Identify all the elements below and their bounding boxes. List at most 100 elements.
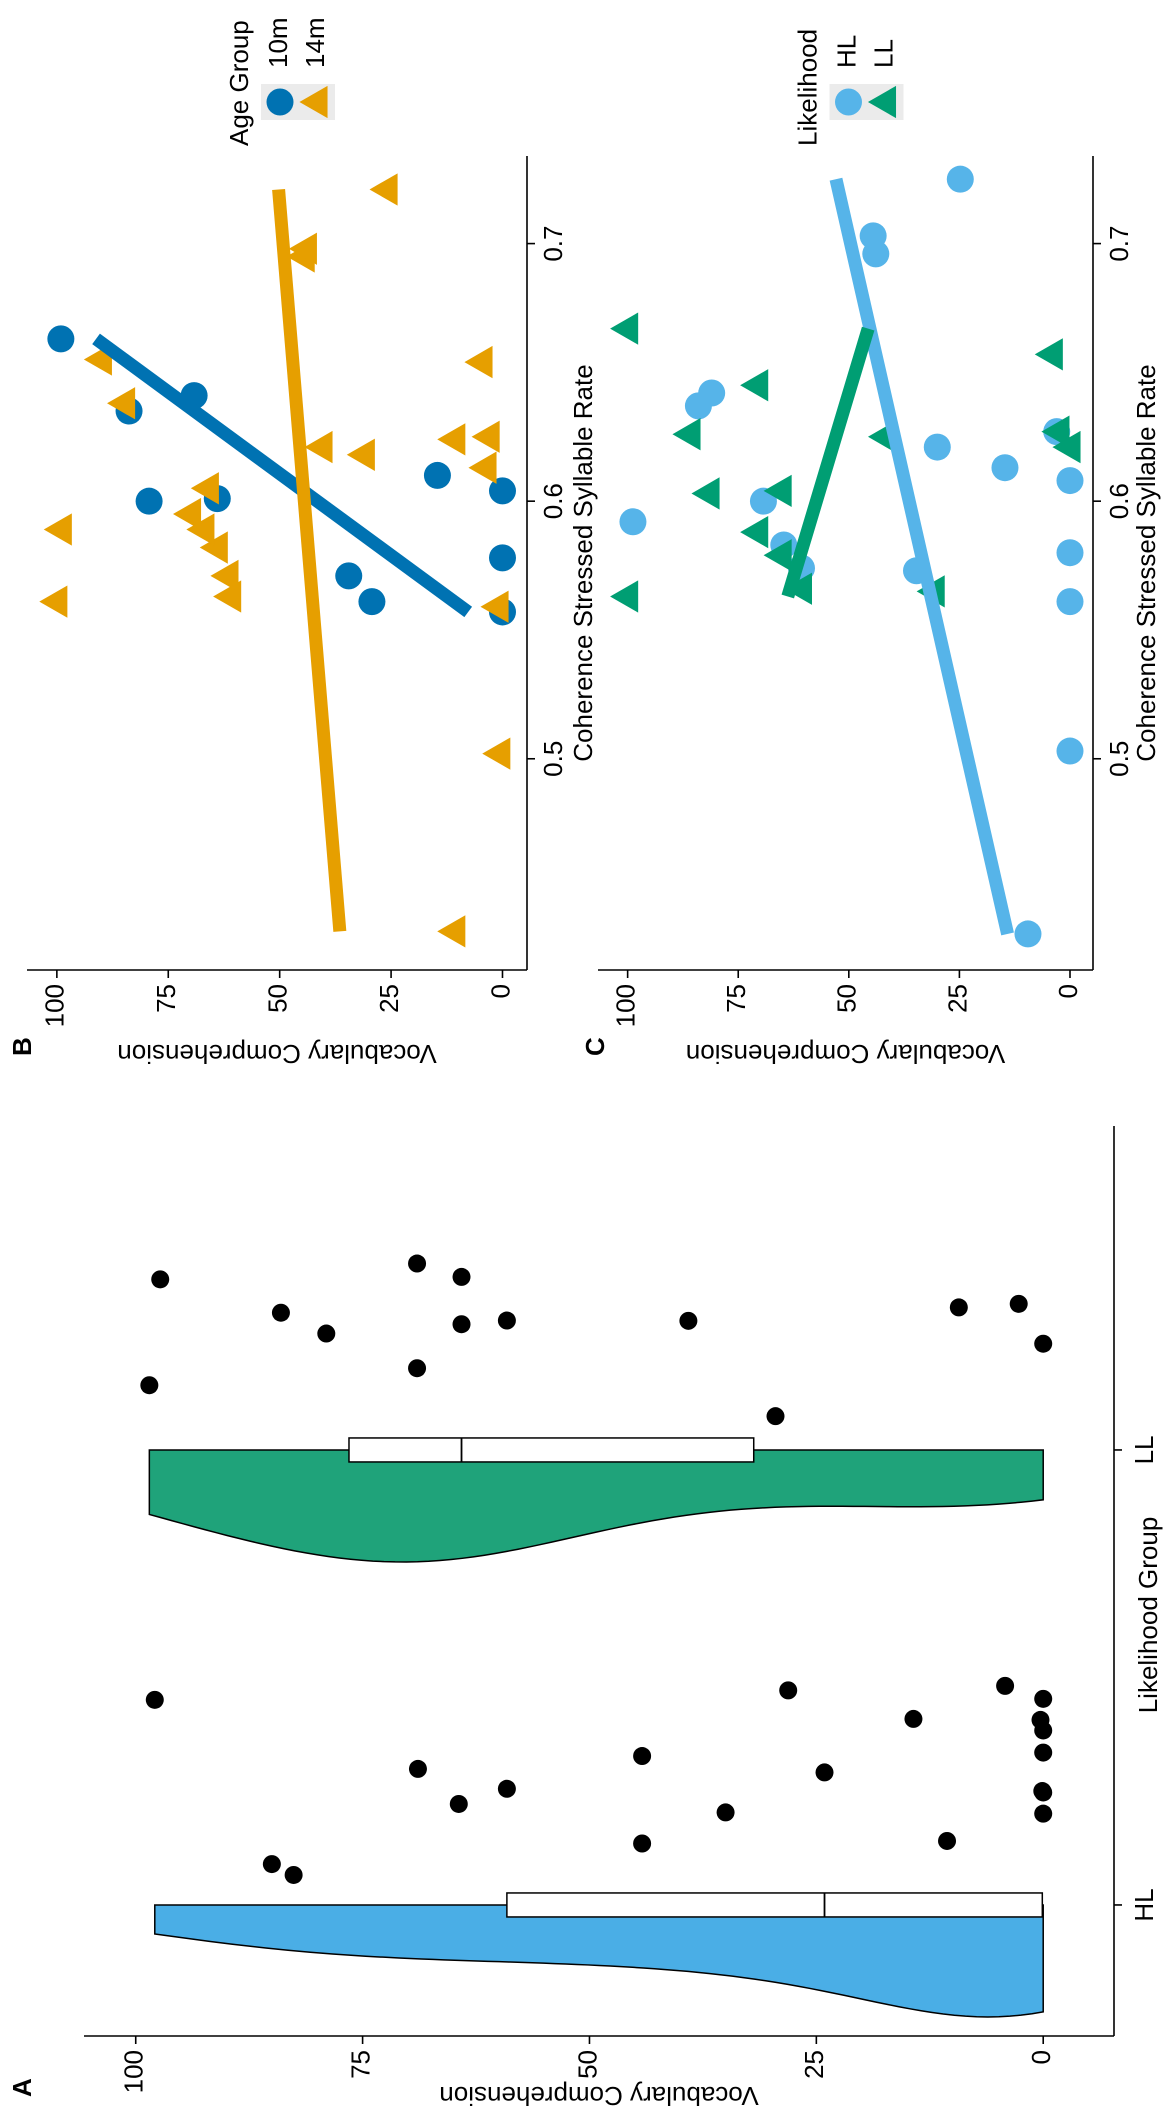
data-point	[996, 1676, 1015, 1695]
triangle-point	[43, 513, 72, 546]
triangle-point	[1041, 415, 1070, 448]
y-axis-title: Vocabulary Comprehension	[686, 1039, 1005, 1069]
fit-line	[829, 177, 1014, 936]
circle-point	[923, 433, 951, 461]
y-tick-label: 50	[572, 2050, 602, 2079]
y-tick-label: 100	[119, 2050, 149, 2093]
data-point	[284, 1865, 303, 1884]
triangle-point	[1034, 338, 1063, 371]
fit-line	[92, 333, 473, 618]
x-tick-label: LL	[1129, 1435, 1159, 1464]
circle-point	[619, 508, 647, 536]
y-tick-label: 0	[485, 984, 515, 998]
circle-point	[991, 454, 1019, 482]
data-point	[679, 1311, 698, 1330]
legend-label: LL	[868, 39, 898, 68]
legend-title: Likelihood	[792, 29, 822, 146]
x-tick-label: 0.5	[1104, 741, 1134, 777]
circle-point	[946, 165, 974, 193]
circle-point	[135, 487, 163, 515]
triangle-point	[763, 474, 792, 508]
y-tick-label: 75	[151, 984, 181, 1013]
triangle-point	[172, 497, 202, 531]
data-point	[1034, 1804, 1053, 1823]
triangle-point	[691, 477, 720, 510]
data-point	[779, 1681, 798, 1700]
legend-label: 10m	[263, 17, 293, 68]
data-point	[1034, 1721, 1053, 1740]
data-point	[145, 1690, 164, 1709]
triangle-point	[610, 580, 639, 613]
data-point	[262, 1855, 281, 1874]
triangle-point	[464, 345, 493, 379]
legend-marker	[299, 85, 328, 119]
violin	[154, 1904, 1044, 2018]
circle-point	[358, 588, 386, 616]
data-point	[1034, 1783, 1053, 1802]
triangle-point	[199, 531, 228, 564]
y-tick-label: 75	[345, 2050, 375, 2079]
circle-point	[1014, 920, 1042, 948]
triangle-point	[471, 420, 500, 453]
triangle-point	[1052, 430, 1081, 464]
triangle-point	[369, 173, 398, 206]
circle-point	[684, 392, 712, 420]
y-tick-label: 75	[721, 984, 751, 1013]
x-tick-label: 0.6	[538, 483, 568, 519]
data-point	[408, 1254, 427, 1273]
circle-point	[488, 477, 516, 505]
data-point	[271, 1303, 290, 1322]
data-point	[633, 1834, 652, 1853]
data-point	[1034, 1689, 1053, 1708]
y-tick-label: 50	[263, 984, 293, 1013]
data-point	[1034, 1743, 1053, 1762]
circle-point	[488, 544, 516, 572]
data-point	[449, 1794, 468, 1813]
triangle-point	[482, 737, 511, 770]
data-point	[408, 1359, 427, 1378]
y-tick-label: 0	[1026, 2050, 1056, 2064]
y-tick-label: 50	[832, 984, 862, 1013]
y-axis-title: Vocabulary Comprehension	[439, 2081, 758, 2111]
panel-label: C	[580, 1037, 610, 1056]
panel-label: A	[7, 2078, 37, 2097]
circle-point	[1056, 588, 1084, 616]
y-tick-label: 100	[611, 984, 641, 1027]
triangle-point	[288, 232, 317, 265]
legend-marker	[867, 85, 897, 119]
circle-point	[862, 240, 890, 268]
data-point	[151, 1270, 170, 1289]
data-point	[452, 1315, 471, 1334]
data-point	[497, 1779, 516, 1798]
data-point	[408, 1759, 427, 1778]
y-tick-label: 100	[40, 984, 70, 1027]
triangle-point	[783, 572, 813, 605]
circle-point	[47, 325, 75, 353]
triangle-point	[346, 438, 375, 471]
triangle-point	[672, 418, 701, 451]
triangle-point	[740, 369, 769, 402]
triangle-point	[468, 451, 497, 484]
x-tick-label: 0.7	[538, 226, 568, 262]
circle-point	[1056, 737, 1084, 765]
triangle-point	[39, 585, 68, 618]
x-axis-title: Coherence Stressed Syllable Rate	[568, 364, 598, 761]
legend-label: HL	[831, 35, 861, 68]
fit-line	[781, 326, 875, 599]
data-point	[949, 1298, 968, 1317]
y-axis-title: Vocabulary Comprehension	[117, 1039, 436, 1069]
triangle-point	[437, 915, 466, 948]
data-point	[1034, 1334, 1053, 1353]
triangle-point	[190, 472, 219, 505]
y-tick-label: 0	[1053, 984, 1083, 998]
x-tick-label: 0.5	[538, 741, 568, 777]
triangle-point	[480, 590, 509, 623]
data-point	[452, 1267, 471, 1286]
box	[348, 1437, 755, 1463]
legend-marker	[266, 88, 294, 116]
x-tick-label: 0.6	[1104, 483, 1134, 519]
fit-line	[272, 188, 347, 932]
triangle-point	[763, 539, 792, 572]
